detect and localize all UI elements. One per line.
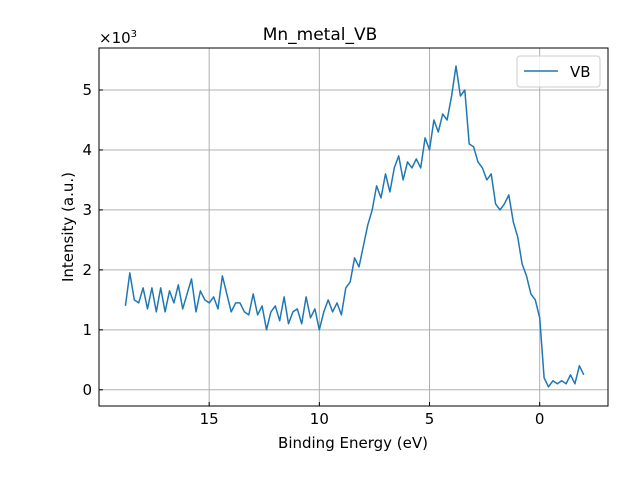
series-line-vb — [124, 65, 585, 388]
y-axis-label: Intensity (a.u.) — [59, 172, 77, 282]
y-tick-label: 3 — [82, 201, 92, 219]
legend-label: VB — [570, 63, 591, 81]
chart-title: Mn_metal_VB — [263, 25, 378, 45]
x-axis-label: Binding Energy (eV) — [278, 434, 428, 452]
legend: VB — [516, 55, 601, 88]
y-offset-label: ×103 — [99, 29, 137, 47]
x-tick-label: 5 — [425, 410, 435, 428]
y-tick-label: 0 — [82, 381, 92, 399]
ticks: 15 10 5 0 0 1 2 3 4 5 — [82, 81, 544, 428]
legend-box — [516, 55, 601, 88]
x-tick-label: 0 — [535, 410, 545, 428]
plot-frame — [98, 47, 609, 407]
y-tick-label: 4 — [82, 141, 92, 159]
y-offset-exponent: 3 — [131, 29, 137, 40]
y-tick-label: 2 — [82, 261, 92, 279]
y-offset-base: ×10 — [99, 29, 131, 47]
y-tick-label: 5 — [82, 81, 92, 99]
series-layer — [124, 65, 585, 388]
x-tick-label: 15 — [200, 410, 219, 428]
x-tick-label: 10 — [310, 410, 329, 428]
y-tick-label: 1 — [82, 321, 92, 339]
grid — [99, 48, 608, 406]
